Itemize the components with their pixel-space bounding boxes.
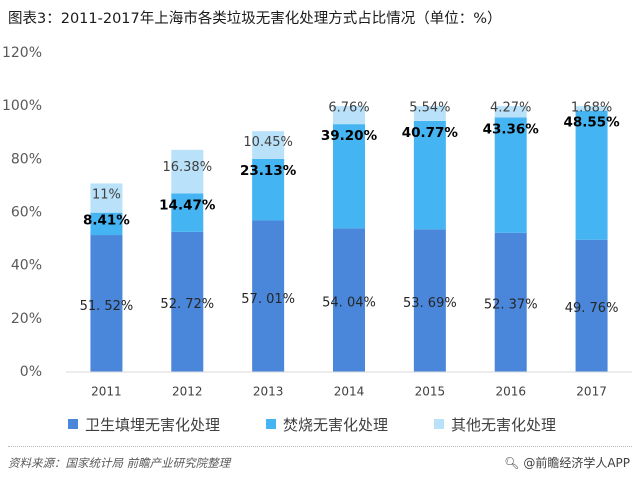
legend-swatch-other [434, 419, 445, 429]
y-tick-label: 60% [11, 205, 42, 221]
legend-swatch-landfill [68, 419, 78, 429]
legend-label-incineration: 焚烧无害化处理 [283, 415, 389, 434]
stacked-bar-chart: 0% 20% 40% 60% 80% 100% 120% 51. 52% 8.41% 11% 201… [2, 45, 632, 399]
bar-landfill [171, 231, 204, 372]
data-label-landfill: 53. 69% [403, 296, 457, 311]
data-label-incineration: 48.55% [563, 115, 620, 131]
brand-credit: 🔍︎ @前瞻经济学人APP [504, 454, 630, 471]
bar-landfill [494, 232, 527, 372]
x-tick-label: 2017 [576, 385, 607, 399]
x-tick-label: 2011 [91, 385, 122, 399]
bar-landfill [90, 235, 123, 372]
bar-other [413, 106, 446, 121]
bar-other [333, 106, 365, 125]
data-label-other: 4.27% [490, 101, 531, 116]
data-label-landfill: 51. 52% [80, 299, 134, 314]
x-tick-label: 2016 [495, 385, 526, 399]
x-tick-label: 2014 [334, 385, 365, 399]
data-label-other: 6.76% [328, 101, 369, 116]
y-tick-label: 100% [2, 98, 42, 114]
data-label-landfill: 52. 72% [160, 297, 214, 312]
data-label-landfill: 49. 76% [565, 301, 619, 316]
bar-landfill [333, 228, 365, 372]
data-label-landfill: 57. 01% [241, 292, 295, 307]
data-label-other: 16.38% [162, 160, 212, 175]
data-label-incineration: 14.47% [159, 197, 216, 213]
data-label-landfill: 52. 37% [484, 298, 538, 313]
legend-item-incineration: 焚烧无害化处理 [266, 414, 388, 435]
data-label-other: 11% [92, 188, 121, 203]
data-label-other: 5.54% [409, 101, 450, 116]
x-tick-label: 2012 [172, 385, 203, 399]
legend-item-other: 其他无害化处理 [434, 414, 556, 435]
legend: 卫生填埋无害化处理 焚烧无害化处理 其他无害化处理 [68, 414, 628, 434]
bar-incineration [333, 124, 365, 229]
search-icon: 🔍︎ [504, 455, 520, 470]
x-tick-label: 2013 [253, 385, 284, 399]
legend-swatch-incineration [266, 419, 277, 429]
chart-title: 图表3：2011-2017年上海市各类垃圾无害化处理方式占比情况（单位：%） [8, 11, 502, 27]
bar-other [90, 183, 123, 213]
bar-incineration [575, 110, 608, 240]
data-label-incineration: 8.41% [83, 213, 130, 229]
legend-label-landfill: 卫生填埋无害化处理 [85, 415, 221, 434]
data-label-incineration: 23.13% [240, 163, 297, 179]
footer-divider [8, 446, 632, 447]
bar-incineration [252, 158, 285, 221]
source-note: 资料来源：国家统计局 前瞻产业研究院整理 [8, 456, 231, 470]
bar-other [575, 106, 608, 111]
data-label-landfill: 54. 04% [322, 296, 376, 311]
y-tick-label: 20% [11, 311, 42, 327]
bar-landfill [413, 229, 446, 372]
bar-incineration [494, 117, 527, 233]
bar-landfill [252, 220, 285, 372]
data-label-incineration: 40.77% [402, 125, 459, 141]
x-tick-label: 2015 [415, 385, 446, 399]
y-tick-label: 40% [11, 258, 42, 274]
bar-incineration [171, 193, 204, 232]
bar-incineration [413, 120, 446, 230]
bar-other [494, 106, 527, 118]
data-label-other: 1.68% [571, 101, 612, 116]
data-label-incineration: 43.36% [483, 122, 540, 138]
bar-other [171, 149, 204, 194]
bar-other [252, 131, 285, 159]
y-tick-label: 120% [2, 45, 42, 61]
y-tick-label: 0% [20, 364, 42, 380]
bar-landfill [575, 239, 608, 372]
legend-item-landfill: 卫生填埋无害化处理 [68, 414, 220, 435]
legend-label-other: 其他无害化处理 [451, 415, 557, 434]
y-tick-label: 80% [11, 151, 42, 167]
bar-incineration [90, 212, 123, 236]
data-label-incineration: 39.20% [321, 128, 378, 144]
brand-text: @前瞻经济学人APP [523, 456, 630, 470]
data-label-other: 10.45% [243, 135, 293, 150]
